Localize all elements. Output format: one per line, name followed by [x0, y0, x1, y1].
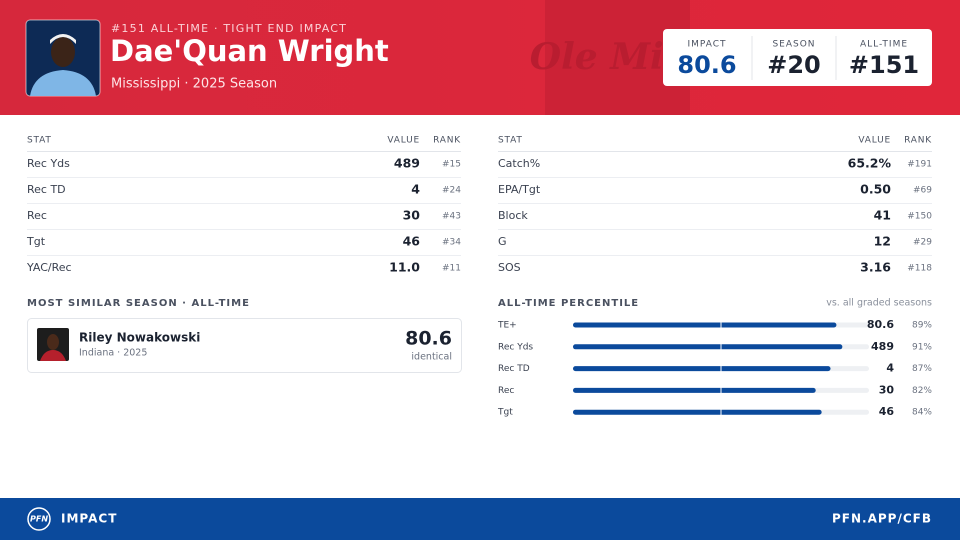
eyebrow: #151 ALL-TIME · TIGHT END IMPACT	[111, 22, 347, 35]
stat-name: Tgt	[26, 235, 46, 248]
stat-rank: #150	[907, 212, 932, 222]
stat-value: 11.0	[389, 260, 420, 275]
column-header: VALUE	[858, 136, 891, 146]
stat-name: SOS	[498, 261, 521, 274]
similar-name: Riley Nowakowski	[79, 331, 200, 345]
stat-name: G	[498, 235, 507, 248]
pct-value: 4	[886, 362, 894, 375]
pct-bar	[573, 409, 822, 415]
stat-value: 46	[403, 234, 421, 249]
column-header: RANK	[904, 136, 932, 146]
stat-value: 3.16	[860, 260, 891, 275]
similar-score: 80.6	[405, 328, 452, 350]
summary-value: #151	[849, 51, 919, 79]
stat-value: 12	[874, 234, 891, 249]
player-photo	[25, 19, 101, 97]
stat-value: 30	[403, 208, 421, 223]
summary-label: IMPACT	[687, 40, 726, 50]
pct-stat: Rec	[498, 386, 514, 396]
pct-label: 84%	[912, 408, 932, 418]
summary-label: SEASON	[772, 40, 815, 50]
subtitle: Mississippi · 2025 Season	[111, 77, 277, 92]
percentile-rows: TE+ 80.6 89% Rec Yds 489 91% Rec TD 4 87% Rec 30 82…	[497, 318, 932, 418]
stat-rank: #191	[907, 160, 932, 170]
column-header: STAT	[498, 136, 523, 146]
stat-value: 41	[874, 208, 891, 223]
pct-stat: Rec Yds	[498, 342, 533, 352]
stat-value: 65.2%	[848, 156, 892, 171]
column-header: STAT	[27, 136, 52, 146]
stat-rank: #24	[442, 186, 461, 196]
stat-name: Rec	[27, 209, 47, 222]
pct-stat: Rec TD	[498, 364, 530, 374]
percentile-note: vs. all graded seasons	[826, 298, 932, 309]
stat-value: 4	[411, 182, 420, 197]
section-heading: MOST SIMILAR SEASON · ALL-TIME	[27, 298, 250, 309]
footer-logo: PFN	[30, 515, 48, 524]
footer-band	[0, 498, 960, 540]
pct-bar	[573, 322, 837, 328]
pct-bar	[573, 387, 816, 393]
column-header: RANK	[433, 136, 461, 146]
pct-stat: Tgt	[497, 408, 513, 418]
stat-rank: #15	[442, 160, 461, 170]
pct-label: 89%	[912, 321, 932, 331]
stat-rank: #11	[442, 264, 461, 274]
player-name: Dae'Quan Wright	[110, 34, 389, 68]
stat-name: Block	[498, 209, 528, 222]
stat-tables: STAT VALUE RANK Rec Yds 489 #15 Rec TD 4 #24 Rec 3…	[26, 136, 932, 275]
pct-stat: TE+	[497, 321, 517, 331]
summary-label: ALL-TIME	[860, 40, 908, 50]
stat-value: 0.50	[860, 182, 891, 197]
stat-rank: #118	[907, 264, 932, 274]
similar-card	[27, 318, 462, 373]
pct-label: 91%	[912, 342, 932, 352]
similar-detail: Indiana · 2025	[79, 348, 147, 359]
stat-rank: #29	[913, 238, 932, 248]
stat-name: EPA/Tgt	[498, 183, 541, 196]
logo-ring	[27, 507, 51, 531]
stat-name: YAC/Rec	[26, 261, 72, 274]
similar-photo	[37, 328, 69, 361]
stat-name: Rec TD	[27, 183, 66, 196]
column-header: VALUE	[387, 136, 420, 146]
pct-value: 80.6	[867, 318, 894, 331]
summary-value: #20	[767, 51, 821, 79]
stat-name: Catch%	[498, 157, 540, 170]
footer-url: PFN.APP/CFB	[832, 512, 932, 526]
stat-rank: #34	[442, 238, 461, 248]
stat-value: 489	[394, 156, 420, 171]
pct-label: 87%	[912, 364, 932, 374]
similar-note: identical	[411, 352, 452, 363]
summary-value: 80.6	[677, 51, 736, 79]
stat-rank: #43	[442, 212, 461, 222]
section-heading: ALL-TIME PERCENTILE	[498, 298, 639, 309]
pct-bar	[573, 366, 831, 372]
stat-rank: #69	[913, 186, 932, 196]
pct-value: 489	[871, 340, 894, 353]
pct-label: 82%	[912, 386, 932, 396]
footer-brand: IMPACT	[61, 512, 117, 526]
pct-bar	[573, 344, 843, 350]
summary-box	[663, 29, 932, 86]
pct-value: 30	[879, 383, 895, 396]
pct-value: 46	[879, 405, 895, 418]
stat-name: Rec Yds	[27, 157, 70, 170]
